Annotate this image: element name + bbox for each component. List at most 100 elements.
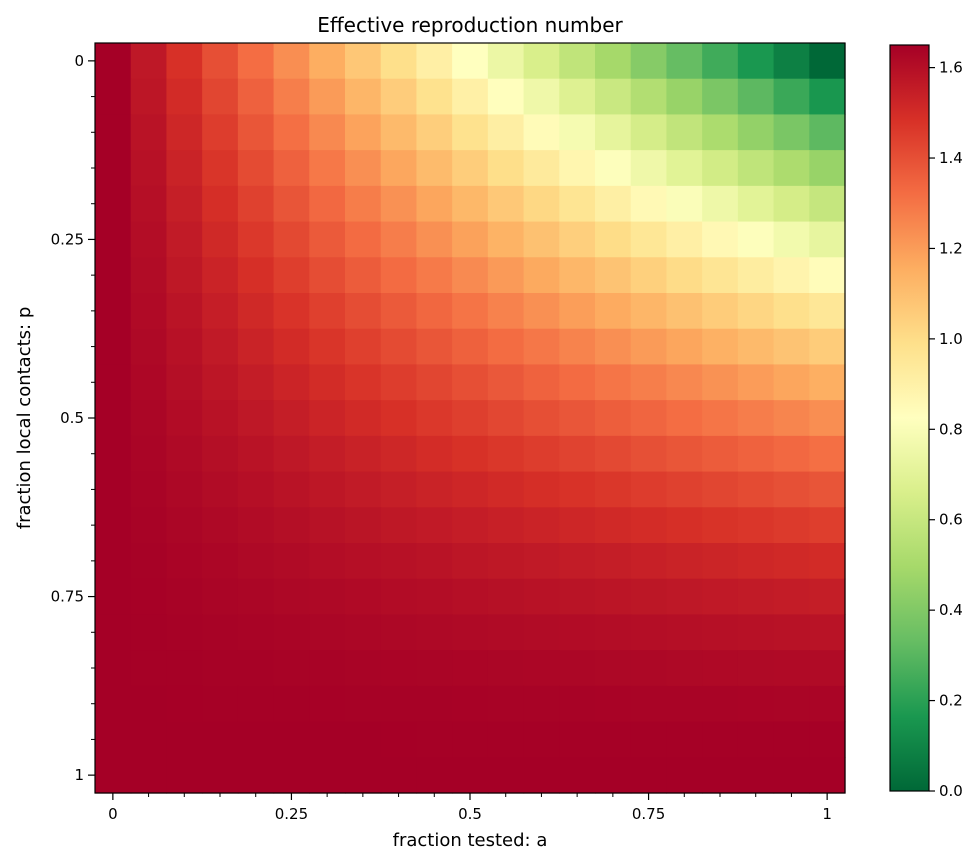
heatmap-cell — [595, 185, 632, 223]
heatmap-cell — [166, 185, 203, 223]
heatmap-cell — [523, 185, 560, 223]
heatmap-cell — [559, 221, 596, 258]
heatmap-cell — [166, 400, 203, 437]
heatmap-cell — [773, 364, 810, 401]
heatmap-cell — [702, 757, 739, 794]
heatmap-cell — [416, 293, 453, 330]
heatmap-cell — [166, 471, 203, 508]
heatmap-cell — [273, 578, 310, 616]
heatmap-cell — [452, 614, 489, 651]
heatmap-cell — [273, 650, 310, 687]
heatmap-cell — [380, 328, 418, 366]
heatmap-cell — [523, 221, 560, 258]
heatmap-cell — [345, 721, 382, 758]
heatmap-cell — [380, 257, 418, 294]
heatmap-cell — [737, 721, 775, 758]
heatmap-cell — [595, 507, 632, 544]
heatmap-cell — [487, 364, 525, 401]
heatmap-cell — [130, 650, 168, 687]
heatmap-cell — [630, 685, 668, 723]
heatmap-cell — [809, 293, 846, 330]
y-axis-label: fraction local contacts: p — [14, 307, 35, 529]
heatmap-cell — [309, 435, 346, 473]
heatmap-cell — [309, 543, 346, 580]
heatmap-cell — [166, 293, 203, 330]
heatmap-cell — [666, 614, 703, 651]
heatmap-cell — [345, 543, 382, 580]
heatmap-cell — [487, 185, 525, 223]
heatmap-cell — [166, 150, 203, 187]
heatmap-cell — [630, 721, 668, 758]
heatmap-cell — [666, 435, 703, 473]
heatmap-cell — [452, 221, 489, 258]
heatmap-cell — [737, 293, 775, 330]
heatmap-cell — [452, 43, 489, 80]
heatmap-cell — [345, 78, 382, 116]
heatmap-cell — [737, 150, 775, 187]
heatmap-cell — [202, 78, 239, 116]
heatmap-cell — [666, 185, 703, 223]
heatmap-cell — [630, 257, 668, 294]
heatmap-cell — [523, 435, 560, 473]
heatmap-cell — [416, 257, 453, 294]
heatmap-cell — [166, 257, 203, 294]
heatmap-cell — [273, 721, 310, 758]
heatmap-cell — [559, 78, 596, 116]
heatmap-cell — [773, 185, 810, 223]
heatmap-cell — [809, 471, 846, 508]
heatmap-cell — [380, 293, 418, 330]
heatmap-cell — [523, 257, 560, 294]
heatmap-cell — [773, 507, 810, 544]
heatmap-cell — [595, 685, 632, 723]
heatmap-cell — [380, 721, 418, 758]
heatmap-cell — [380, 185, 418, 223]
heatmap-cell — [95, 150, 132, 187]
colorbar — [889, 44, 930, 792]
heatmap-cell — [202, 614, 239, 651]
heatmap-cell — [630, 543, 668, 580]
heatmap-cell — [559, 721, 596, 758]
heatmap-cell — [130, 78, 168, 116]
heatmap-cell — [345, 685, 382, 723]
heatmap-cell — [452, 328, 489, 366]
heatmap-cell — [809, 78, 846, 116]
heatmap-cell — [273, 293, 310, 330]
heatmap-cell — [666, 471, 703, 508]
heatmap-cell — [737, 328, 775, 366]
heatmap-cell — [773, 257, 810, 294]
heatmap-cell — [452, 185, 489, 223]
heatmap-cell — [773, 721, 810, 758]
heatmap-cell — [202, 721, 239, 758]
heatmap-cell — [309, 43, 346, 80]
heatmap-cell — [737, 543, 775, 580]
x-tick-label: 0.5 — [458, 805, 482, 823]
heatmap-cell — [595, 721, 632, 758]
heatmap-cell — [345, 650, 382, 687]
heatmap-cell — [166, 543, 203, 580]
heatmap-cell — [487, 757, 525, 794]
heatmap-cell — [595, 150, 632, 187]
heatmap-cell — [345, 185, 382, 223]
heatmap-cell — [416, 757, 453, 794]
heatmap-cell — [237, 114, 275, 151]
heatmap-cell — [380, 757, 418, 794]
heatmap-cell — [666, 257, 703, 294]
heatmap-cell — [380, 507, 418, 544]
heatmap-cell — [345, 507, 382, 544]
heatmap-cell — [237, 721, 275, 758]
heatmap-cell — [202, 400, 239, 437]
x-tick-label: 0 — [108, 805, 118, 823]
heatmap-cell — [773, 471, 810, 508]
heatmap-cell — [737, 114, 775, 151]
heatmap-cell — [202, 685, 239, 723]
heatmap-cell — [523, 578, 560, 616]
heatmap-cell — [702, 114, 739, 151]
heatmap-cell — [809, 185, 846, 223]
heatmap-cell — [202, 150, 239, 187]
heatmap-cell — [523, 400, 560, 437]
heatmap-cell — [666, 400, 703, 437]
y-tick-label: 1 — [74, 766, 84, 784]
heatmap-cell — [380, 650, 418, 687]
heatmap-cell — [737, 578, 775, 616]
heatmap-cell — [702, 614, 739, 651]
